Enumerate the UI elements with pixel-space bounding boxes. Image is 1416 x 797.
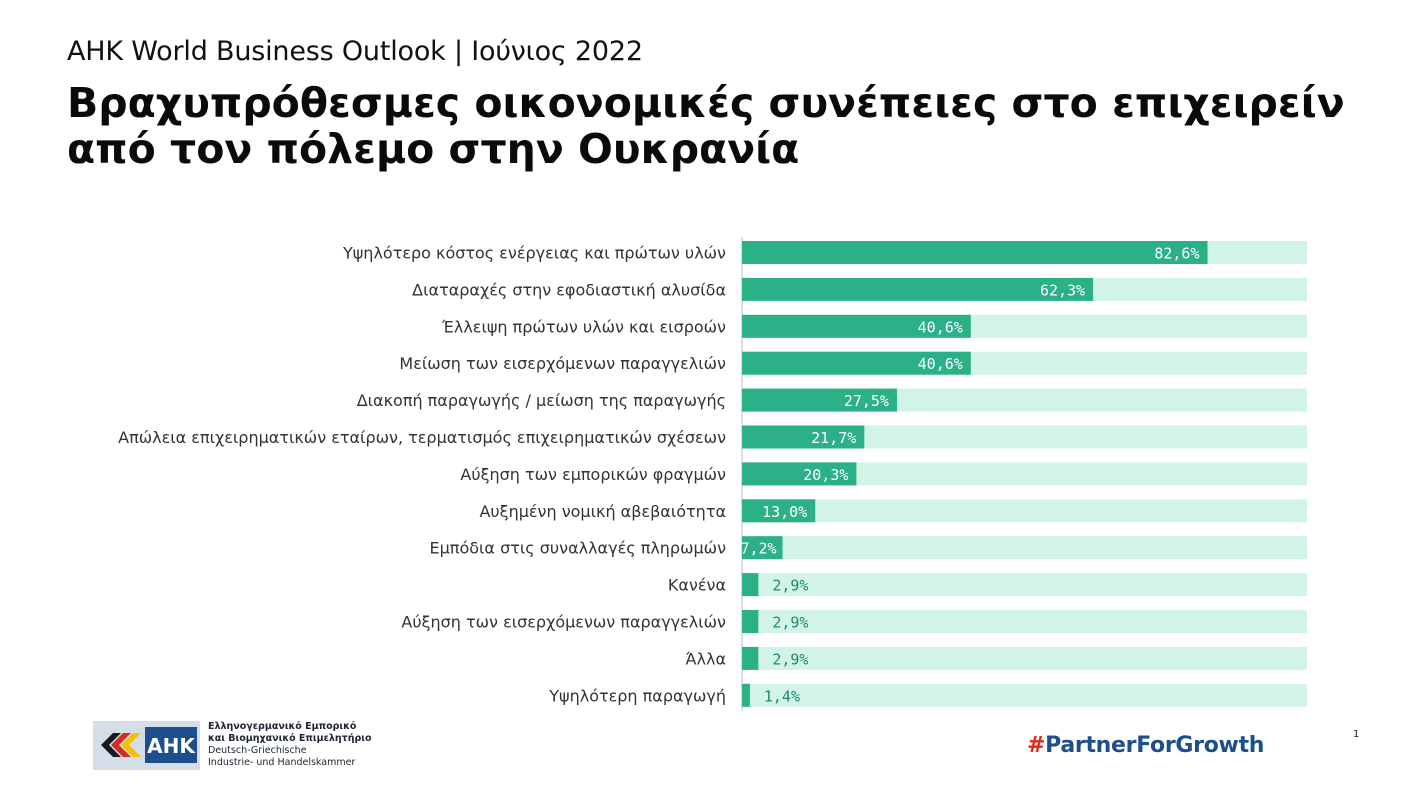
category-label: Διαταραχές στην εφοδιαστική αλυσίδα <box>412 280 726 299</box>
bar-track <box>742 573 1307 597</box>
bar <box>742 536 783 560</box>
bar <box>742 462 857 486</box>
category-label: Αύξηση των εισερχόμενων παραγγελιών <box>401 613 726 632</box>
bar-chart: Υψηλότερο κόστος ενέργειας και πρώτων υλ… <box>118 237 1307 711</box>
value-label: 27,5% <box>844 392 889 410</box>
ahk-logo-mark: AHK <box>93 721 200 770</box>
bar-track <box>742 536 1307 560</box>
value-label: 7,2% <box>740 540 776 558</box>
bar <box>742 573 759 597</box>
slide-title: Βραχυπρόθεσμες οικονομικές συνέπειες στο… <box>67 79 1345 173</box>
bar <box>742 499 816 523</box>
value-label: 2,9% <box>772 577 808 595</box>
value-label: 82,6% <box>1154 245 1199 263</box>
category-label: Αυξημένη νομική αβεβαιότητα <box>479 502 726 521</box>
value-label: 13,0% <box>762 503 807 521</box>
bar <box>742 351 971 375</box>
bar <box>742 610 759 633</box>
category-label: Εμπόδια στις συναλλαγές πληρωμών <box>430 539 727 558</box>
bar <box>742 314 971 338</box>
value-label: 1,4% <box>764 687 800 705</box>
category-label: Υψηλότερη παραγωγή <box>548 686 726 705</box>
bar-track <box>742 462 1307 486</box>
category-label: Άλλα <box>685 649 726 668</box>
ahk-org-name: Ελληνογερμανικό Εμπορικό και Βιομηχανικό… <box>208 721 372 768</box>
hashtag-icon: # <box>1027 733 1046 758</box>
value-label: 40,6% <box>918 318 963 336</box>
presentation-subtitle: AHK World Business Outlook | Ιούνιος 202… <box>67 36 643 67</box>
svg-text:AHK: AHK <box>147 734 196 758</box>
bar <box>742 277 1094 301</box>
category-label: Διακοπή παραγωγής / μείωση της παραγωγής <box>357 391 726 410</box>
value-label: 62,3% <box>1040 281 1085 299</box>
value-label: 40,6% <box>918 355 963 373</box>
bar <box>742 683 750 707</box>
partner-for-growth-hashtag: #PartnerForGrowth <box>1027 733 1265 758</box>
bar-track <box>742 610 1307 633</box>
bar <box>742 425 865 449</box>
category-label: Αύξηση των εμπορικών φραγμών <box>460 465 726 484</box>
value-label: 2,9% <box>772 650 808 668</box>
category-label: Έλλειψη πρώτων υλών και εισροών <box>441 317 726 336</box>
value-label: 21,7% <box>811 429 856 447</box>
category-label: Κανένα <box>668 576 726 595</box>
ahk-logo: AHK Ελληνογερμανικό Εμπορικό και Βιομηχα… <box>93 721 372 771</box>
bar-track <box>742 499 1307 523</box>
bar <box>742 646 759 670</box>
value-label: 2,9% <box>772 614 808 632</box>
page-number: 1 <box>1353 729 1360 740</box>
bar <box>742 388 897 412</box>
category-label: Υψηλότερο κόστος ενέργειας και πρώτων υλ… <box>342 244 726 263</box>
bar-track <box>742 425 1307 449</box>
bar <box>742 241 1208 264</box>
category-label: Μείωση των εισερχόμενων παραγγελιών <box>399 354 726 373</box>
value-label: 20,3% <box>803 466 848 484</box>
category-label: Απώλεια επιχειρηματικών εταίρων, τερματι… <box>118 428 726 447</box>
bar-track <box>742 683 1307 707</box>
bar-track <box>742 646 1307 670</box>
